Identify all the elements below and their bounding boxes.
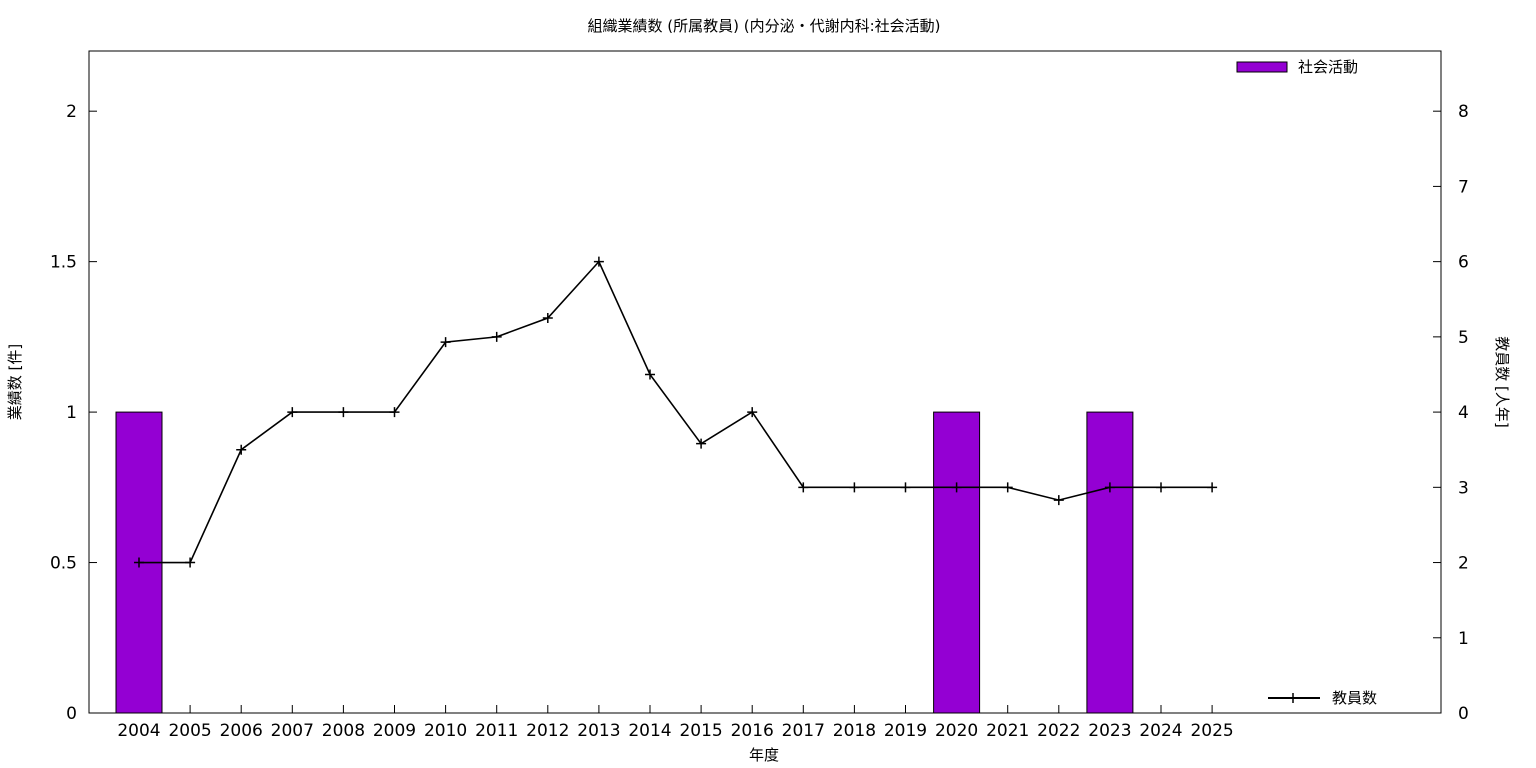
legend-line-marker (1288, 693, 1298, 703)
line-point (849, 482, 860, 493)
y2-tick-label: 6 (1458, 253, 1469, 273)
y-tick-label: 0 (66, 704, 77, 724)
legend-line-entry: 教員数 (1268, 689, 1377, 707)
bar (1086, 411, 1134, 714)
x-tick-label: 2011 (475, 721, 518, 741)
y-tick-label: 0.5 (50, 554, 77, 574)
line-point (1207, 482, 1218, 493)
line-point (798, 482, 809, 493)
x-tick-label: 2005 (168, 721, 211, 741)
x-tick-label: 2004 (117, 721, 160, 741)
x-tick-label: 2021 (986, 721, 1029, 741)
line-point (1053, 495, 1064, 506)
x-axis-title: 年度 (749, 746, 779, 764)
line-point (593, 256, 604, 267)
y-axis-title: 業績数 [件] (6, 344, 24, 420)
line-point (389, 407, 400, 418)
x-tick-label: 2010 (424, 721, 467, 741)
legend-bar-label: 社会活動 (1298, 58, 1358, 76)
x-tick-label: 2016 (731, 721, 774, 741)
plot-frame (88, 50, 1442, 714)
line-series (139, 260, 1213, 564)
line-point (440, 337, 451, 348)
x-tick-label: 2015 (679, 721, 722, 741)
y-tick-label: 2 (66, 102, 77, 122)
x-tick-label: 2014 (628, 721, 671, 741)
bar (933, 411, 981, 714)
y2-tick-label: 3 (1458, 478, 1469, 498)
y2-tick-label: 1 (1458, 629, 1469, 649)
x-tick-label: 2006 (220, 721, 263, 741)
legend-line-label: 教員数 (1332, 689, 1377, 707)
line-point (900, 482, 911, 493)
line-point (696, 438, 707, 449)
x-tick-label: 2008 (322, 721, 365, 741)
x-tick-label: 2007 (271, 721, 314, 741)
y-tick-label: 1.5 (50, 253, 77, 273)
x-tick-label: 2017 (782, 721, 825, 741)
x-tick-label: 2013 (577, 721, 620, 741)
x-tick-label: 2009 (373, 721, 416, 741)
y2-tick-label: 0 (1458, 704, 1469, 724)
line-point (287, 407, 298, 418)
y2-tick-label: 7 (1458, 177, 1469, 197)
y2-axis-title: 教員数 [人年] (1493, 336, 1511, 427)
x-tick-label: 2024 (1139, 721, 1182, 741)
line-point (185, 557, 196, 568)
line-point (338, 407, 349, 418)
line-point (542, 313, 553, 324)
line-point (491, 331, 502, 342)
x-tick-label: 2023 (1088, 721, 1131, 741)
legend-bar-swatch (1236, 61, 1288, 73)
line-point (236, 444, 247, 455)
y2-tick-label: 4 (1458, 403, 1469, 423)
y2-tick-label: 5 (1458, 328, 1469, 348)
x-tick-label: 2019 (884, 721, 927, 741)
x-tick-label: 2020 (935, 721, 978, 741)
chart-title: 組織業績数 (所属教員) (内分泌・代謝内科:社会活動) (587, 17, 940, 35)
line-point (134, 557, 144, 568)
x-tick-label: 2012 (526, 721, 569, 741)
line-point (747, 407, 758, 418)
line-point (1104, 482, 1115, 493)
y2-tick-label: 8 (1458, 102, 1469, 122)
x-tick-label: 2018 (833, 721, 876, 741)
y-tick-label: 1 (66, 403, 77, 423)
y2-tick-label: 2 (1458, 554, 1469, 574)
line-point (645, 369, 655, 380)
legend-bar-entry: 社会活動 (1236, 58, 1358, 76)
x-tick-label: 2022 (1037, 721, 1080, 741)
line-point (1002, 482, 1013, 493)
line-point (951, 482, 962, 493)
line-point (1156, 482, 1166, 493)
x-tick-label: 2025 (1190, 721, 1233, 741)
